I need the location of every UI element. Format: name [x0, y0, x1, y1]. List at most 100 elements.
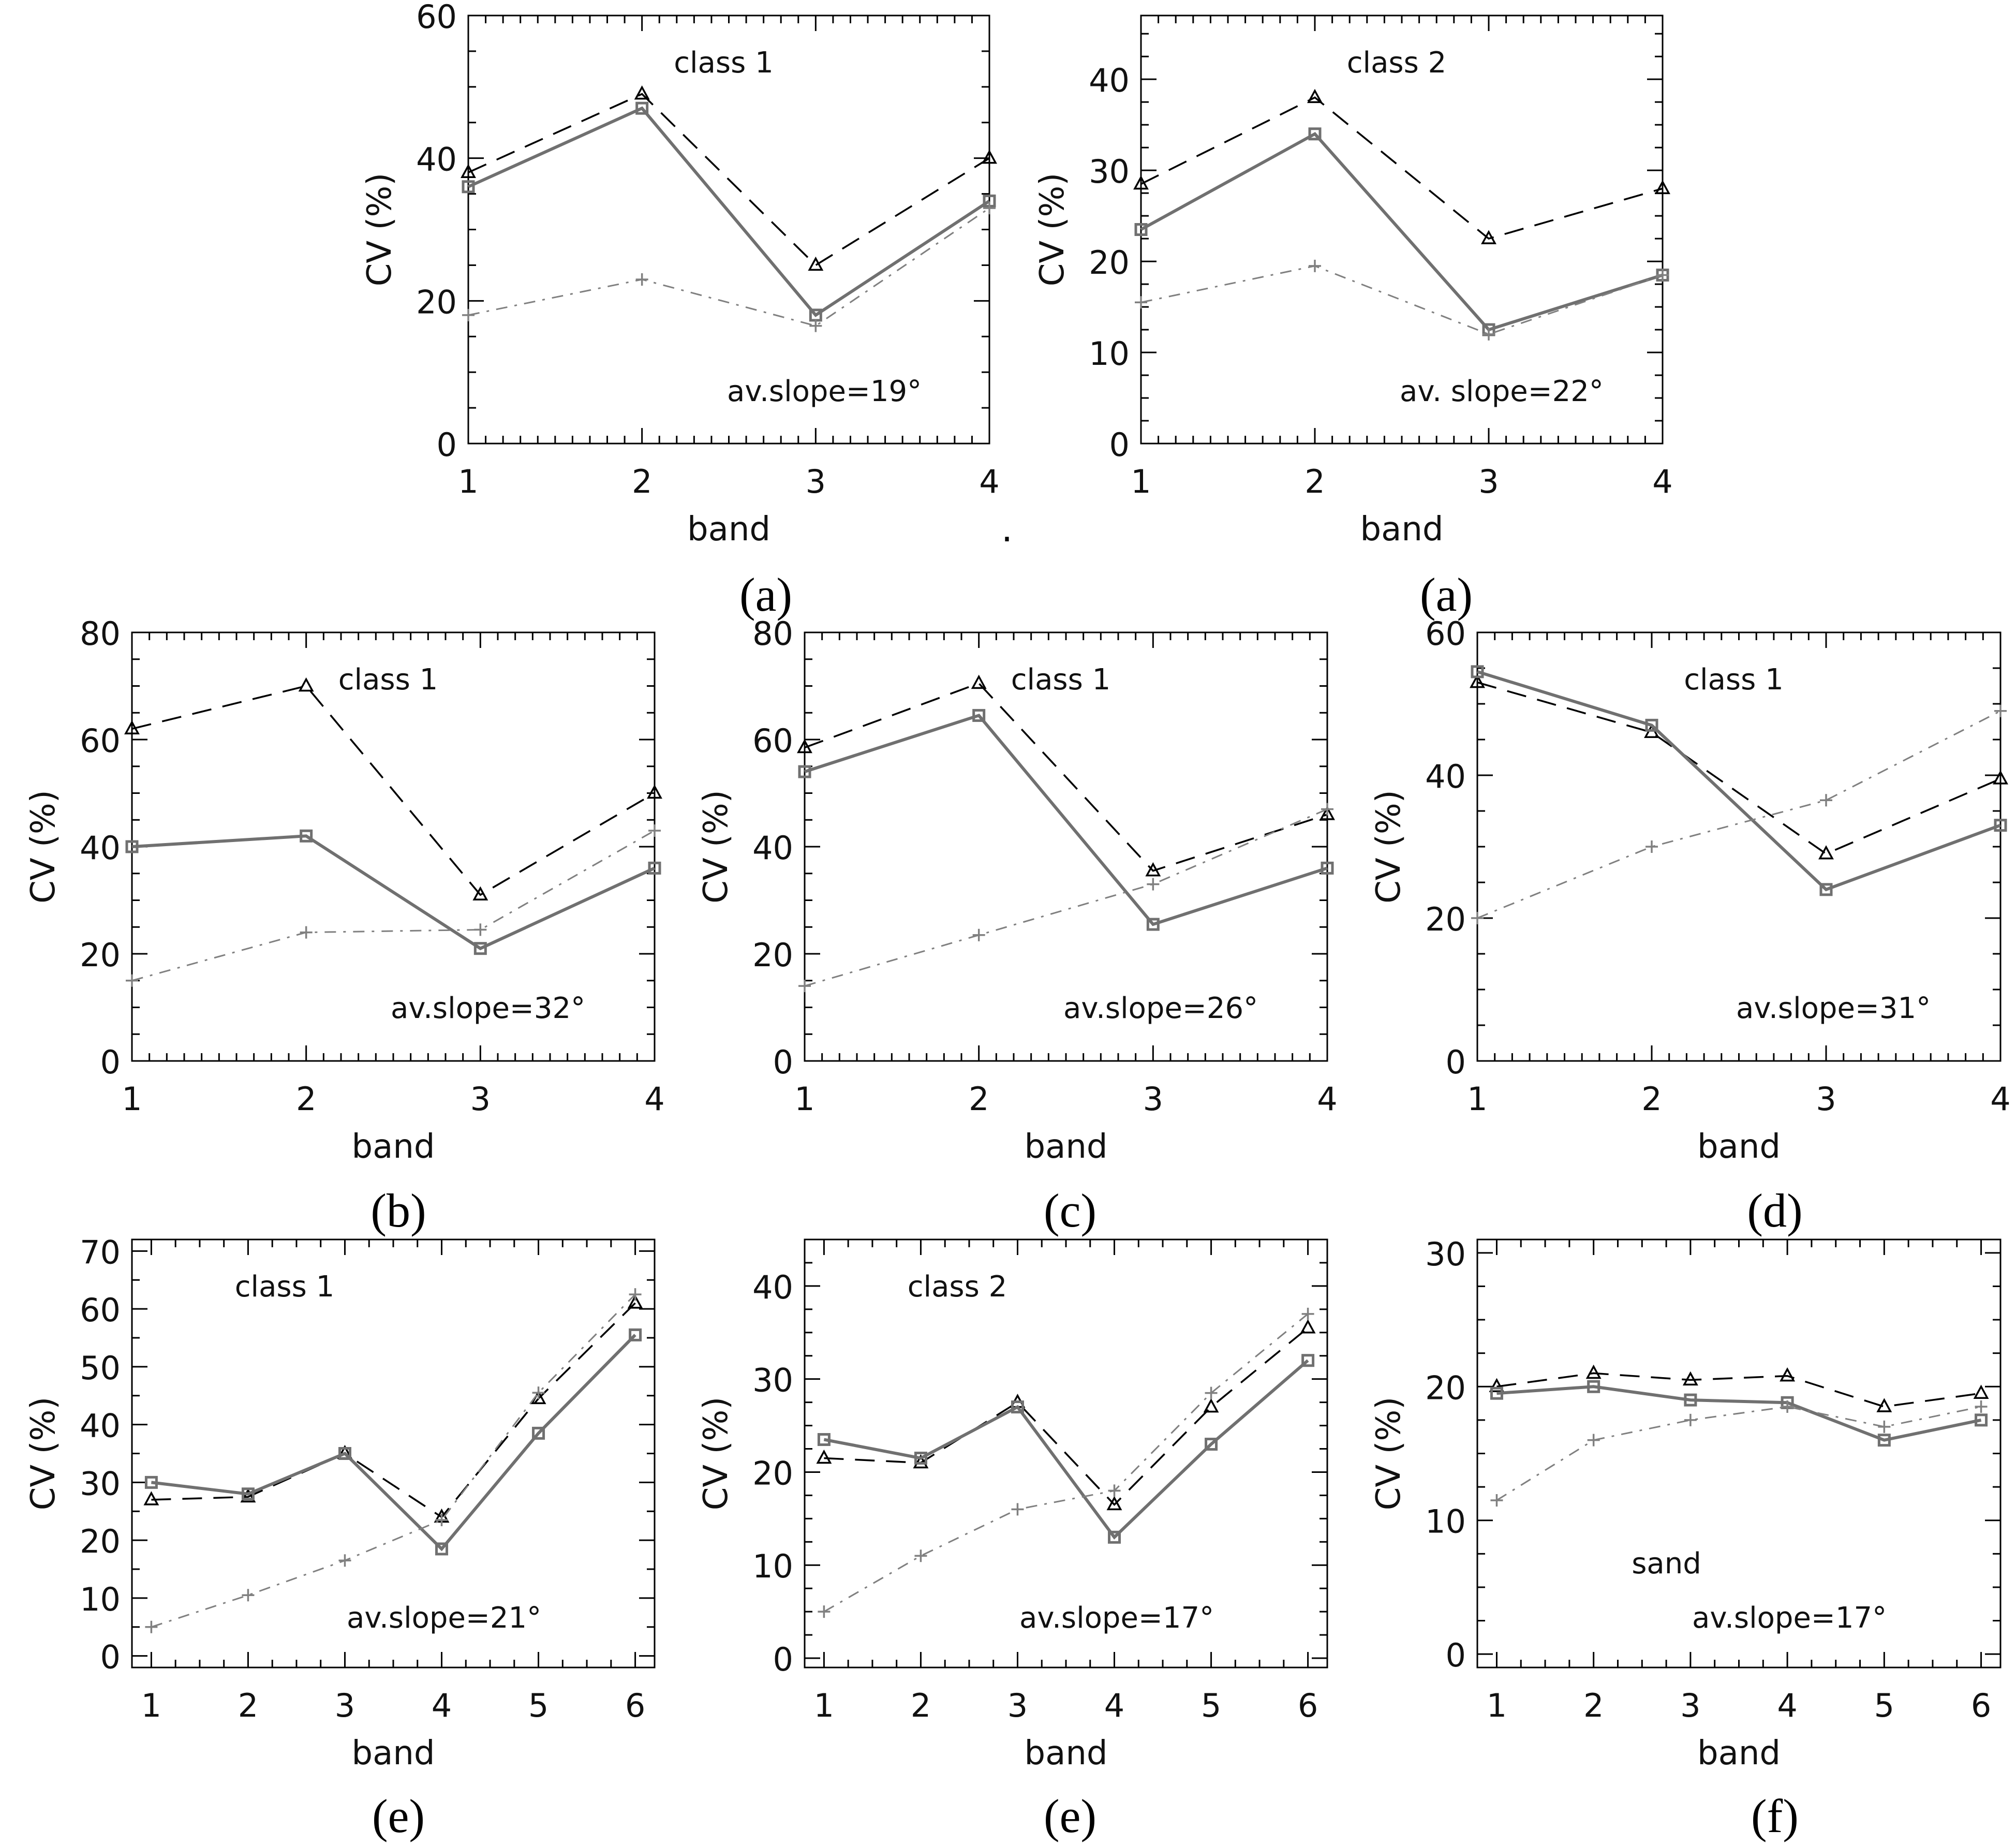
- x-tick-label: 3: [1007, 1687, 1028, 1724]
- y-tick-label: 10: [80, 1581, 121, 1618]
- x-tick-label: 1: [458, 463, 478, 500]
- x-tick-label: 3: [335, 1687, 355, 1724]
- chart-panel-e2: 0 10 20 30 40 1 2 3 4 5 6 band CV (%) class 2 av.slope…: [697, 1238, 1328, 1842]
- data-point-square: [241, 1487, 255, 1501]
- data-point-triangle: [472, 886, 488, 901]
- data-point-triangle: [808, 256, 824, 271]
- data-point-triangle: [1320, 806, 1335, 820]
- data-point-square: [338, 1447, 351, 1460]
- series-line-square: [1140, 131, 1663, 332]
- panel-caption: (f): [1751, 1790, 1799, 1842]
- y-tick-label: 20: [416, 283, 457, 321]
- y-tick-label: 30: [752, 1362, 793, 1399]
- x-tick-label: 1: [1487, 1687, 1507, 1724]
- series-line-square: [1496, 1385, 1982, 1442]
- data-point-triangle: [971, 674, 987, 689]
- data-point-triangle: [1780, 1367, 1796, 1382]
- data-point-triangle: [1481, 230, 1496, 244]
- y-tick-label: 40: [752, 1268, 793, 1306]
- series-line-triangle: [1477, 681, 2001, 855]
- data-point-plus: [1878, 1420, 1891, 1433]
- data-point-triangle: [1300, 1319, 1316, 1334]
- x-tick-label: 4: [1104, 1687, 1124, 1724]
- data-point-square: [1301, 1354, 1315, 1367]
- y-tick-label: 40: [1089, 62, 1130, 99]
- x-tick-label: 3: [1143, 1080, 1163, 1118]
- series-line-square: [151, 1334, 636, 1552]
- panel-caption: (e): [372, 1790, 425, 1842]
- data-point-square: [125, 840, 139, 853]
- data-point-triangle: [1655, 180, 1670, 195]
- data-point-square: [914, 1451, 927, 1465]
- data-point-square: [1108, 1530, 1121, 1544]
- y-tick-label: 30: [80, 1465, 121, 1502]
- y-axis-label: CV (%): [24, 1397, 63, 1511]
- x-tick-label: 3: [1816, 1080, 1836, 1118]
- data-point-square: [648, 861, 661, 875]
- x-tick-label: 6: [625, 1687, 645, 1724]
- y-tick-label: 20: [1089, 244, 1130, 282]
- x-tick-label: 1: [794, 1080, 814, 1118]
- y-tick-label: 40: [80, 829, 121, 867]
- y-axis-label: CV (%): [697, 790, 735, 904]
- x-tick-label: 5: [1874, 1687, 1894, 1724]
- chart-panel-d: 0 20 40 60 1 2 3 4 band CV (%) class 1 av.slope=31°…: [1370, 615, 2011, 1237]
- data-point-plus: [1301, 1307, 1314, 1320]
- data-point-plus: [126, 974, 138, 987]
- series-line-plus: [131, 830, 655, 982]
- chart-panel-e1: 0 10 20 30 40 50 60 70 1 2 3 4 5 6 band CV (%) class 1 av…: [24, 1233, 656, 1842]
- x-tick-label: 4: [1777, 1687, 1797, 1724]
- series-line-triangle: [1496, 1372, 1981, 1408]
- y-axis-label: CV (%): [697, 1397, 735, 1511]
- data-point-triangle: [1682, 1371, 1698, 1386]
- data-point-triangle: [1489, 1378, 1505, 1393]
- y-tick-label: 20: [752, 1454, 793, 1492]
- series-line-square: [804, 713, 1328, 926]
- y-tick-label: 0: [437, 426, 457, 464]
- data-point-square: [1471, 665, 1484, 678]
- chart-panel-a1: 0 20 40 60 1 2 3 4 band CV (%) class 1 av.slope=19°…: [361, 0, 1000, 621]
- x-tick-label: 3: [1478, 463, 1499, 500]
- data-point-plus: [1135, 296, 1147, 309]
- y-tick-label: 10: [1425, 1503, 1466, 1541]
- y-tick-label: 60: [416, 0, 457, 36]
- data-point-triangle: [1876, 1398, 1892, 1412]
- x-axis-label: band: [1697, 1734, 1781, 1773]
- data-point-square: [532, 1426, 545, 1440]
- y-tick-label: 50: [80, 1349, 121, 1387]
- x-tick-label: 2: [911, 1687, 931, 1724]
- series-line-triangle: [824, 1327, 1309, 1506]
- y-tick-label: 20: [80, 936, 121, 974]
- data-point-triangle: [1133, 175, 1149, 190]
- panel-caption: (c): [1044, 1184, 1096, 1237]
- slope-annotation: av.slope=32°: [391, 992, 585, 1025]
- x-tick-label: 1: [1131, 463, 1151, 500]
- data-point-plus: [338, 1554, 351, 1567]
- x-tick-label: 6: [1971, 1687, 1991, 1724]
- data-point-plus: [983, 202, 996, 215]
- y-tick-label: 30: [1425, 1235, 1466, 1273]
- data-point-triangle: [298, 677, 314, 692]
- data-point-plus: [1471, 912, 1484, 924]
- y-tick-label: 30: [1089, 153, 1130, 190]
- data-point-square: [1321, 861, 1334, 875]
- y-tick-label: 20: [1425, 901, 1466, 938]
- chart-panel-a2: 0 10 20 30 40 1 2 3 4 band CV (%) class 2 av. slope=…: [1033, 14, 1673, 621]
- slope-annotation: av.slope=31°: [1736, 992, 1931, 1025]
- data-point-plus: [1994, 704, 2007, 717]
- y-axis-label: CV (%): [1370, 790, 1408, 904]
- data-point-triangle: [1203, 1398, 1219, 1413]
- data-point-square: [798, 765, 811, 778]
- x-tick-label: 3: [470, 1080, 491, 1118]
- data-point-square: [462, 180, 475, 194]
- y-tick-label: 20: [80, 1523, 121, 1560]
- x-tick-label: 2: [969, 1080, 989, 1118]
- y-tick-label: 60: [80, 722, 121, 760]
- x-axis-label: band: [1697, 1128, 1781, 1166]
- data-point-plus: [629, 1288, 642, 1301]
- y-tick-label: 20: [1425, 1369, 1466, 1407]
- y-axis-label: CV (%): [1033, 173, 1072, 287]
- data-point-triangle: [1106, 1496, 1122, 1511]
- slope-annotation: av.slope=21°: [347, 1601, 541, 1635]
- data-point-plus: [300, 926, 313, 939]
